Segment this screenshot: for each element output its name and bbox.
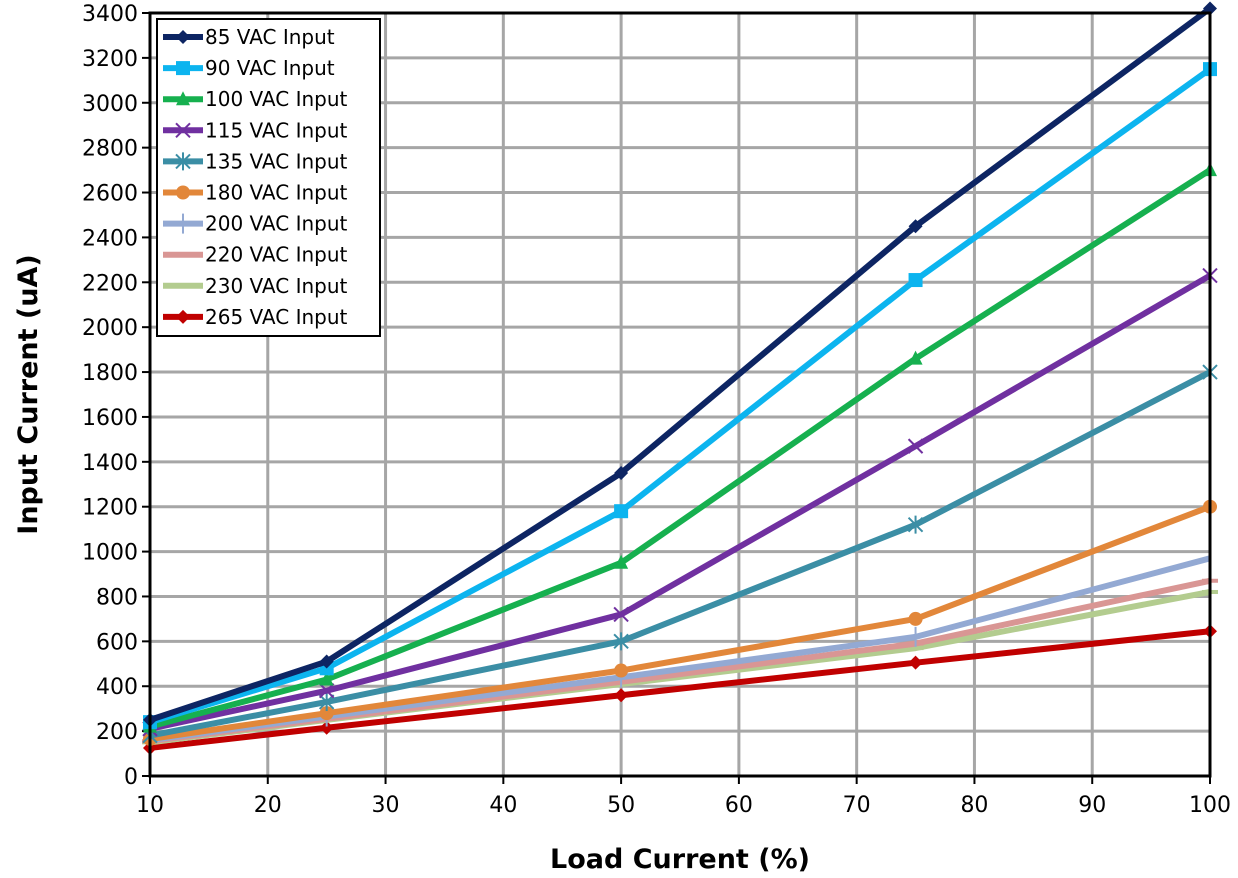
x-tick-label: 20: [254, 793, 282, 818]
y-tick-label: 0: [124, 765, 138, 790]
data-point: [176, 61, 190, 76]
data-point: [908, 611, 923, 626]
series-180-vac-input: [143, 499, 1217, 746]
data-point: [907, 515, 924, 534]
data-point: [614, 688, 629, 703]
series-lines: [142, 1, 1218, 755]
x-tick-label: 80: [960, 793, 988, 818]
data-point: [907, 646, 924, 651]
legend-label: 230 VAC Input: [205, 274, 348, 298]
y-tick-label: 2800: [82, 137, 138, 162]
legend-entry: 230 VAC Input: [163, 274, 348, 298]
series-115-vac-input: [142, 267, 1218, 737]
x-tick-label: 10: [136, 793, 164, 818]
x-tick-labels: 10 20 30 40 50 60 70 80 90 100: [136, 793, 1231, 818]
y-tick-label: 2600: [82, 182, 138, 207]
legend-label: 220 VAC Input: [205, 243, 348, 267]
legend-label: 90 VAC Input: [205, 56, 335, 80]
data-point: [613, 632, 629, 651]
legend-entry: 85 VAC Input: [163, 25, 335, 49]
y-tick-label: 3200: [82, 47, 138, 72]
data-point: [908, 350, 923, 365]
x-tick-label: 40: [489, 793, 517, 818]
data-point: [175, 122, 191, 139]
legend-label: 265 VAC Input: [205, 305, 348, 329]
legend-entry: 265 VAC Input: [163, 305, 348, 329]
data-point: [319, 654, 334, 669]
y-tick-label: 1400: [82, 451, 138, 476]
data-point: [907, 438, 924, 454]
x-tick-label: 60: [725, 793, 753, 818]
legend-label: 180 VAC Input: [205, 181, 348, 205]
series-265-vac-input: [143, 624, 1217, 755]
x-tick-label: 50: [607, 793, 635, 818]
data-point: [614, 466, 629, 481]
legend: 85 VAC Input 90 VAC Input 100 VAC Input 115…: [156, 18, 381, 337]
y-tick-label: 600: [96, 630, 138, 655]
x-tick-label: 30: [372, 793, 400, 818]
data-point: [175, 283, 191, 288]
legend-label: 85 VAC Input: [205, 25, 335, 49]
plot-frame: [148, 11, 1212, 778]
y-tick-labels: 0 200 400 600 800 1000 1200 1400 1600 1800 2000 220…: [82, 2, 138, 790]
data-point: [176, 30, 190, 44]
legend-entry: 180 VAC Input: [163, 181, 348, 205]
y-axis-title: Input Current (uA): [13, 254, 44, 534]
y-tick-label: 400: [96, 675, 138, 700]
data-point: [175, 252, 191, 257]
legend-entry: 135 VAC Input: [163, 149, 348, 173]
data-point: [613, 606, 629, 623]
y-tick-label: 2400: [82, 226, 138, 251]
data-point: [319, 706, 334, 721]
x-tick-label: 90: [1078, 793, 1106, 818]
data-point: [908, 219, 923, 234]
y-tick-label: 1000: [82, 541, 138, 566]
data-point: [176, 91, 190, 106]
data-point: [614, 554, 629, 569]
y-tick-label: 2200: [82, 271, 138, 296]
data-point: [319, 671, 334, 686]
legend-entry: 115 VAC Input: [163, 118, 348, 142]
data-point: [318, 692, 335, 711]
y-tick-label: 1800: [82, 361, 138, 386]
data-point: [614, 663, 629, 678]
legend-entry: 200 VAC Input: [163, 212, 348, 236]
x-axis-title: Load Current (%): [550, 844, 810, 875]
data-point: [614, 504, 629, 519]
data-point: [175, 152, 191, 171]
data-point: [908, 655, 923, 670]
y-tick-label: 2000: [82, 316, 138, 341]
y-tick-label: 3000: [82, 92, 138, 117]
legend-label: 200 VAC Input: [205, 212, 348, 236]
x-tick-label: 100: [1189, 793, 1231, 818]
y-tick-label: 1200: [82, 496, 138, 521]
data-point: [319, 720, 334, 735]
legend-label: 100 VAC Input: [205, 87, 348, 111]
legend-entry: 100 VAC Input: [163, 87, 348, 111]
y-tick-label: 3400: [82, 2, 138, 27]
y-tick-label: 200: [96, 720, 138, 745]
data-point: [908, 273, 923, 288]
data-point: [176, 185, 190, 200]
y-tick-label: 800: [96, 585, 138, 610]
data-point: [318, 683, 335, 699]
legend-entry: 90 VAC Input: [163, 56, 335, 80]
y-tick-label: 1600: [82, 406, 138, 431]
x-tick-label: 70: [843, 793, 871, 818]
legend-entry: 220 VAC Input: [163, 243, 348, 267]
data-point: [176, 309, 190, 324]
legend-label: 135 VAC Input: [205, 149, 348, 173]
legend-label: 115 VAC Input: [205, 118, 348, 142]
